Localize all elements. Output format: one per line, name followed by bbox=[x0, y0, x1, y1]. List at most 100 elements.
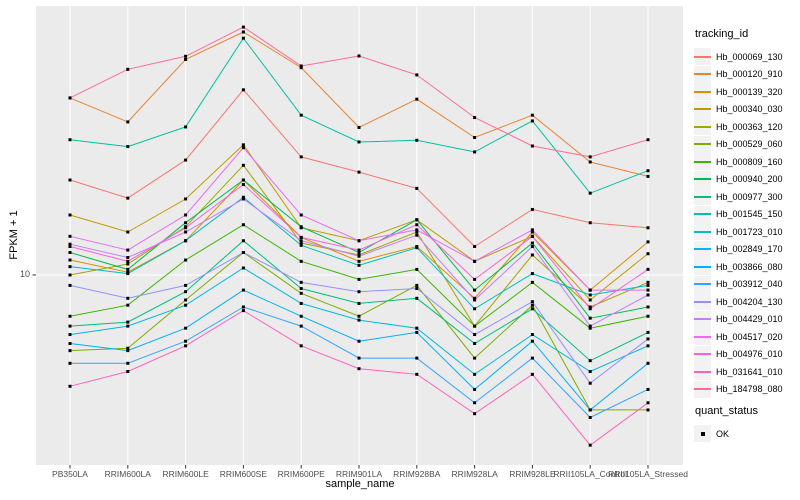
data-point bbox=[357, 125, 361, 129]
data-point bbox=[473, 116, 477, 120]
legend-item-label: Hb_003912_040 bbox=[716, 279, 783, 290]
data-point bbox=[415, 228, 419, 232]
x-tick-label: RRIM901LA bbox=[335, 469, 383, 479]
data-point bbox=[415, 356, 419, 360]
legend-item-label: Hb_000120_910 bbox=[716, 69, 783, 80]
data-point bbox=[184, 226, 188, 230]
data-point bbox=[415, 230, 419, 234]
legend-item-label: Hb_184798_080 bbox=[716, 384, 783, 395]
series-color-line-icon bbox=[694, 353, 711, 356]
data-point bbox=[299, 241, 303, 245]
data-point bbox=[473, 288, 477, 292]
legend-item-label: Hb_000529_060 bbox=[716, 139, 783, 150]
data-point bbox=[646, 387, 650, 391]
data-point bbox=[299, 291, 303, 295]
data-point bbox=[646, 138, 650, 142]
legend-item-label: OK bbox=[716, 428, 730, 439]
data-point bbox=[588, 288, 592, 292]
series-color-line-icon bbox=[694, 230, 711, 233]
x-tick-label: RRIM600LE bbox=[162, 469, 209, 479]
data-point bbox=[530, 144, 534, 148]
legend-key-swatch bbox=[694, 188, 711, 206]
data-point bbox=[241, 309, 245, 313]
data-point bbox=[530, 234, 534, 238]
data-point bbox=[530, 245, 534, 249]
x-tick-label: RRII105LA_Stressed bbox=[608, 469, 688, 479]
legend-item-label: Hb_001545_150 bbox=[716, 209, 783, 220]
series-color-line-icon bbox=[694, 300, 711, 303]
legend-item: Hb_002849_170 bbox=[694, 240, 800, 259]
legend-key-swatch bbox=[694, 135, 711, 153]
data-point bbox=[299, 113, 303, 117]
data-point bbox=[184, 339, 188, 343]
data-point bbox=[299, 225, 303, 229]
data-point bbox=[588, 298, 592, 302]
data-point bbox=[357, 339, 361, 343]
legend-item: Hb_184798_080 bbox=[694, 380, 800, 399]
data-point bbox=[588, 381, 592, 385]
x-tick-label: RRIM928LA bbox=[451, 469, 498, 479]
legend-key-swatch bbox=[694, 310, 711, 328]
series-color-line-icon bbox=[694, 73, 711, 76]
data-point bbox=[184, 239, 188, 243]
series-color-line-icon bbox=[694, 318, 711, 321]
x-axis-labels: PB350LA RRIM600LA RRIM600LE RRIM600SE RRIM60… bbox=[0, 469, 800, 481]
legend-item-label: Hb_000363_120 bbox=[716, 121, 783, 132]
data-point bbox=[299, 280, 303, 284]
data-point bbox=[646, 226, 650, 230]
data-point bbox=[588, 221, 592, 225]
legend-item: Hb_004517_020 bbox=[694, 328, 800, 346]
legend-key-swatch bbox=[694, 83, 711, 101]
data-point bbox=[415, 330, 419, 334]
data-point bbox=[184, 221, 188, 225]
data-point bbox=[530, 228, 534, 232]
legend-key-swatch bbox=[694, 275, 711, 293]
data-point bbox=[126, 230, 130, 234]
data-point bbox=[68, 250, 72, 254]
data-point bbox=[241, 146, 245, 150]
series-color-line-icon bbox=[694, 283, 711, 286]
data-point bbox=[588, 160, 592, 164]
data-point bbox=[241, 36, 245, 40]
data-point bbox=[357, 239, 361, 243]
data-point bbox=[184, 158, 188, 162]
data-point bbox=[415, 267, 419, 271]
data-point bbox=[357, 250, 361, 254]
data-point bbox=[646, 293, 650, 297]
data-point bbox=[126, 324, 130, 328]
data-point bbox=[68, 324, 72, 328]
data-point bbox=[68, 178, 72, 182]
legend-item-label: Hb_004517_020 bbox=[716, 331, 783, 342]
data-point bbox=[241, 178, 245, 182]
data-point bbox=[588, 293, 592, 297]
legend-item-label: Hb_000069_130 bbox=[716, 51, 783, 62]
data-point bbox=[184, 54, 188, 58]
data-point bbox=[646, 344, 650, 348]
legend-item: Hb_004429_010 bbox=[694, 310, 800, 329]
x-tick-label: RRIM928LE bbox=[509, 469, 556, 479]
data-point bbox=[241, 288, 245, 292]
y-axis-title: FPKM + 1 bbox=[8, 210, 20, 260]
data-point bbox=[530, 339, 534, 343]
series-color-line-icon bbox=[694, 265, 711, 268]
legend-key-swatch bbox=[694, 205, 711, 223]
data-point bbox=[530, 241, 534, 245]
data-point bbox=[588, 305, 592, 309]
series-color-line-icon bbox=[694, 370, 711, 373]
data-point bbox=[68, 384, 72, 388]
data-point bbox=[473, 150, 477, 154]
data-point bbox=[299, 324, 303, 328]
data-point bbox=[415, 287, 419, 291]
data-point bbox=[473, 277, 477, 281]
data-point bbox=[530, 307, 534, 311]
legend-item: Hb_031641_010 bbox=[694, 363, 800, 381]
data-point bbox=[68, 138, 72, 142]
legend-key-swatch bbox=[694, 118, 711, 136]
data-point bbox=[68, 333, 72, 337]
data-point bbox=[241, 305, 245, 309]
data-point bbox=[184, 283, 188, 287]
data-point bbox=[646, 169, 650, 173]
data-point bbox=[68, 349, 72, 353]
data-point bbox=[68, 96, 72, 100]
data-point bbox=[126, 196, 130, 200]
